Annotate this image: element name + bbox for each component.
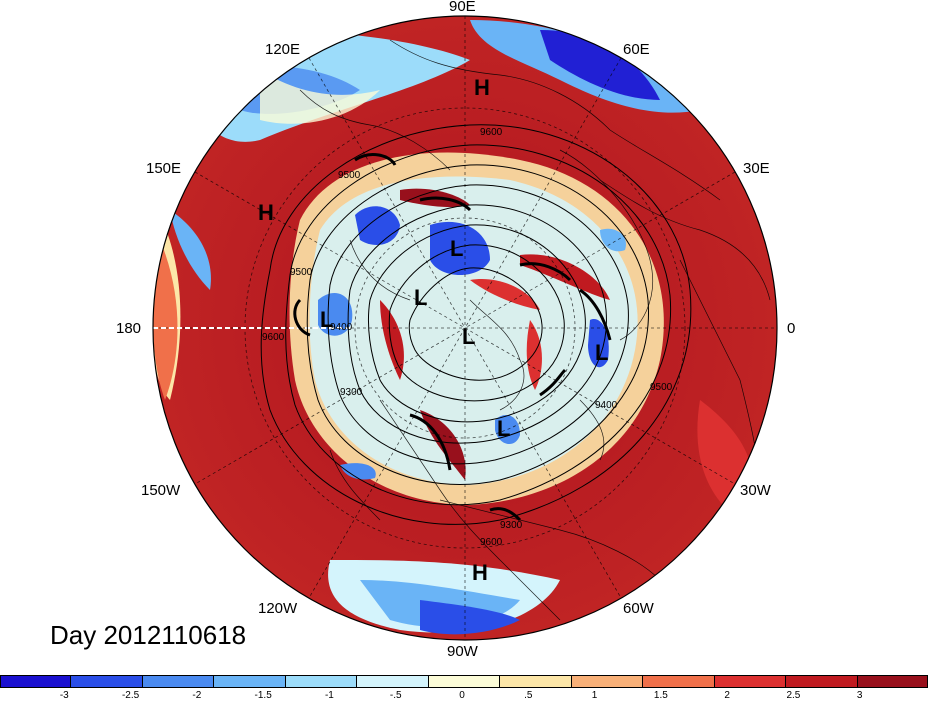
lon-label-60e: 60E xyxy=(623,41,650,58)
contour-label: 9400 xyxy=(330,322,353,333)
colorbar-tick-label: 2 xyxy=(724,690,730,701)
colorbar-swatch xyxy=(0,675,71,688)
colorbar-tick-label: -.5 xyxy=(389,690,402,701)
colorbar-frame xyxy=(0,675,928,688)
lon-label-30e: 30E xyxy=(743,160,770,177)
low-marker: L xyxy=(462,324,475,349)
map-boundary xyxy=(152,15,778,641)
colorbar-swatch xyxy=(713,675,786,688)
colorbar-swatch xyxy=(284,675,357,688)
date-label: Day 2012110618 xyxy=(50,620,247,650)
colorbar-tick-label: -2 xyxy=(192,690,202,701)
colorbar-swatch xyxy=(213,675,285,688)
colorbar-tick-label: .5 xyxy=(524,690,533,701)
colorbar-labels: -3 -2.5 -2 -1.5 -1 -.5 0 .5 1 1.5 2 2.5 3 xyxy=(0,690,928,702)
colorbar-tick-label: 3 xyxy=(856,690,863,701)
low-marker: L xyxy=(414,285,427,310)
contour-label-group: 9600 9500 9400 9300 9500 9600 9500 9400 … xyxy=(262,127,673,548)
colorbar-swatch xyxy=(642,675,714,688)
contour-label: 9600 xyxy=(480,127,503,138)
high-marker: H xyxy=(472,560,488,585)
lon-label-150w: 150W xyxy=(141,482,181,499)
colorbar-tick-label: -3 xyxy=(59,690,69,701)
colorbar-swatch xyxy=(785,675,857,688)
lon-label-180: 180 xyxy=(116,320,142,337)
colorbar-swatch xyxy=(356,675,428,688)
low-marker: L xyxy=(450,236,463,261)
contour-label: 9600 xyxy=(480,537,503,548)
colorbar-swatch xyxy=(499,675,571,688)
lon-label-0: 0 xyxy=(787,320,796,337)
lon-label-90e: 90E xyxy=(449,0,476,15)
high-marker: H xyxy=(474,75,490,100)
contour-label: 9500 xyxy=(650,382,673,393)
polar-map: 9600 9500 9400 9300 9500 9600 9500 9400 … xyxy=(152,15,778,641)
colorbar-tick-label: -1.5 xyxy=(254,690,272,701)
colorbar-tick-label: 0 xyxy=(459,690,465,701)
contour-label: 9300 xyxy=(500,520,523,531)
contour-label: 9500 xyxy=(338,170,361,181)
colorbar-tick-label: 2.5 xyxy=(786,690,801,701)
low-marker: L xyxy=(595,340,608,365)
contour-label: 9500 xyxy=(290,267,313,278)
lon-label-90w: 90W xyxy=(447,643,478,660)
colorbar-swatch xyxy=(70,675,142,688)
colorbar-tick-label: 1.5 xyxy=(653,690,668,701)
lon-label-30w: 30W xyxy=(740,482,771,499)
low-marker: L xyxy=(320,307,333,332)
contour-label: 9400 xyxy=(595,400,618,411)
lon-label-150e: 150E xyxy=(146,160,182,177)
lon-label-120e: 120E xyxy=(265,41,301,58)
coastlines xyxy=(299,39,771,621)
low-marker: L xyxy=(497,416,510,441)
high-marker: H xyxy=(258,200,274,225)
lon-label-60w: 60W xyxy=(623,600,654,617)
colorbar xyxy=(0,675,928,688)
height-contours xyxy=(260,124,692,525)
colorbar-swatch xyxy=(141,675,214,688)
colorbar-tick-label: -1 xyxy=(324,690,334,701)
jet-contours xyxy=(293,153,612,522)
lon-label-120w: 120W xyxy=(258,600,298,617)
colorbar-tick-label: -2.5 xyxy=(121,690,140,701)
colorbar-swatch xyxy=(856,675,928,688)
colorbar-swatch xyxy=(570,675,643,688)
contour-label: 9300 xyxy=(340,387,363,398)
pressure-markers: H H H L L L L L L xyxy=(258,75,608,585)
colorbar-tick-label: 1 xyxy=(591,690,598,701)
colorbar-swatch xyxy=(427,675,500,688)
contour-label: 9600 xyxy=(262,332,285,343)
